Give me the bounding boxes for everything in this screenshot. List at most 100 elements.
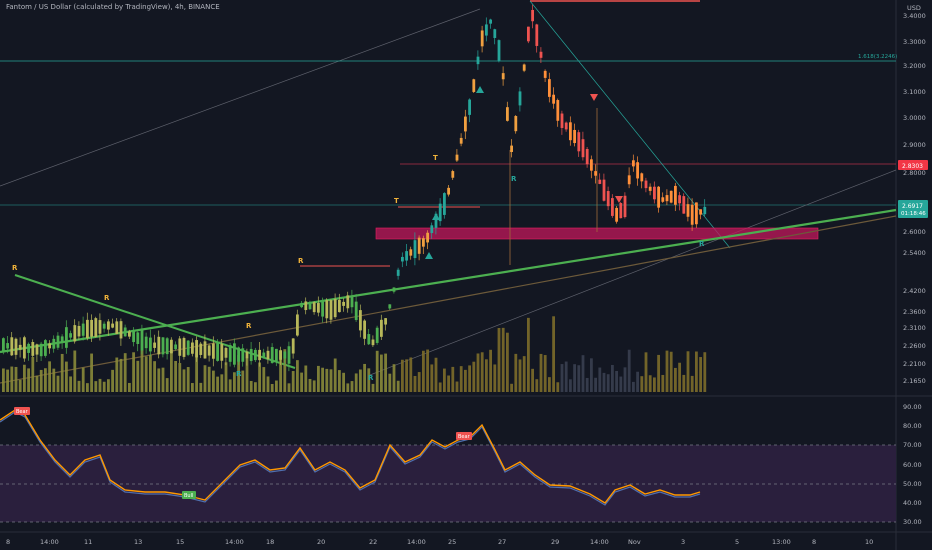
- candle-body: [23, 337, 26, 359]
- volume-bar: [39, 369, 43, 392]
- candle-body: [44, 340, 47, 356]
- candle-body: [6, 343, 9, 349]
- rsi-band: [0, 445, 896, 522]
- candle-body: [174, 344, 177, 350]
- bull-label: Bull: [184, 493, 193, 499]
- candle-body: [300, 302, 303, 308]
- price-tick: 2.2600: [903, 342, 926, 350]
- time-axis[interactable]: 8 14:00 11 13 15 14:00 18 20 22 14:00 25 27 29 14:00 N…: [6, 538, 873, 546]
- candle-body: [195, 340, 198, 358]
- candle-body: [455, 154, 459, 161]
- volume-bar: [653, 377, 656, 392]
- candle-body: [161, 337, 165, 355]
- volume-bar: [325, 368, 329, 392]
- candle-body: [254, 349, 257, 361]
- rising-support-line[interactable]: [0, 208, 897, 354]
- rsi-tick: 50.00: [903, 480, 922, 488]
- volume-bar: [283, 349, 287, 392]
- candle-body: [65, 327, 68, 348]
- candle-body: [447, 187, 450, 195]
- volume-bar: [447, 375, 450, 392]
- candle-body: [653, 186, 656, 200]
- candle-body: [510, 145, 513, 153]
- candle-body: [623, 195, 627, 218]
- candle-body: [275, 348, 278, 362]
- volume-bar: [346, 383, 350, 392]
- candle-body: [132, 330, 135, 343]
- volume-bar: [464, 369, 467, 392]
- chart-title: Fantom / US Dollar (calculated by Tradin…: [6, 3, 220, 11]
- volume-bar: [644, 352, 648, 392]
- candle-body: [220, 343, 224, 361]
- candle-body: [678, 195, 681, 204]
- volume-bar: [56, 375, 60, 392]
- volume-bar: [359, 369, 362, 392]
- volume-bar: [153, 361, 156, 392]
- candle-body: [346, 295, 350, 309]
- volume-bar: [52, 368, 56, 392]
- volume-bar: [291, 371, 295, 392]
- volume-bar: [90, 353, 93, 392]
- candle-body: [270, 347, 274, 363]
- candle-body: [375, 327, 379, 343]
- volume-bars: [2, 316, 707, 392]
- volume-bar: [510, 383, 513, 392]
- time-tick: 20: [317, 538, 325, 546]
- price-tick: 2.6000: [903, 228, 926, 236]
- volume-bar: [480, 352, 484, 392]
- candle-body: [296, 314, 299, 336]
- volume-bar: [216, 376, 219, 392]
- volume-bar: [682, 374, 686, 392]
- candle-body: [543, 70, 547, 78]
- candle-body: [165, 338, 169, 355]
- volume-bar: [149, 354, 152, 392]
- candle-body: [606, 191, 610, 207]
- volume-bar: [262, 367, 266, 392]
- candle-body: [522, 64, 526, 71]
- candle-body: [594, 171, 597, 176]
- volume-bar: [686, 351, 690, 392]
- candle-body: [632, 160, 635, 167]
- volume-bar: [375, 350, 379, 392]
- candle-body: [102, 323, 106, 329]
- countdown-label: 01:18:46: [901, 211, 926, 217]
- candle-body: [665, 195, 669, 202]
- volume-bar: [245, 357, 249, 392]
- volume-bar: [27, 368, 30, 392]
- volume-bar: [44, 368, 47, 392]
- candle-body: [703, 206, 707, 215]
- candle-body: [644, 180, 648, 189]
- volume-bar: [409, 357, 413, 392]
- volume-bar: [266, 376, 270, 392]
- candle-body: [405, 251, 408, 261]
- price-axis[interactable]: USD 3.4000 3.3000 3.2000 3.1000 3.0000 2.9000…: [903, 4, 926, 385]
- candle-body: [149, 337, 152, 352]
- volume-bar: [657, 354, 660, 392]
- volume-bar: [392, 364, 396, 392]
- time-tick: 11: [84, 538, 92, 546]
- volume-bar: [300, 372, 303, 392]
- candle-body: [535, 24, 539, 46]
- upper-channel-line[interactable]: [0, 8, 481, 187]
- volume-bar: [615, 370, 618, 392]
- candle-body: [359, 310, 362, 331]
- lower-channel-line[interactable]: [369, 169, 897, 376]
- price-tick: 2.3600: [903, 308, 926, 316]
- rsi-axis[interactable]: 90.00 80.00 70.00 60.00 50.00 40.00 30.00: [903, 403, 922, 526]
- candle-body: [115, 321, 119, 335]
- volume-bar: [535, 379, 539, 392]
- volume-bar: [434, 357, 438, 392]
- candle-body: [539, 51, 543, 58]
- candle-body: [686, 204, 690, 217]
- volume-bar: [140, 350, 144, 392]
- candle-body: [577, 132, 581, 152]
- sell-arrow-icon: [615, 196, 623, 203]
- volume-bar: [212, 370, 215, 392]
- volume-bar: [329, 369, 333, 392]
- volume-bar: [191, 383, 194, 392]
- resistance-price-label: 2.8303: [902, 163, 923, 170]
- rsi-line: [0, 409, 701, 504]
- volume-bar: [384, 353, 387, 392]
